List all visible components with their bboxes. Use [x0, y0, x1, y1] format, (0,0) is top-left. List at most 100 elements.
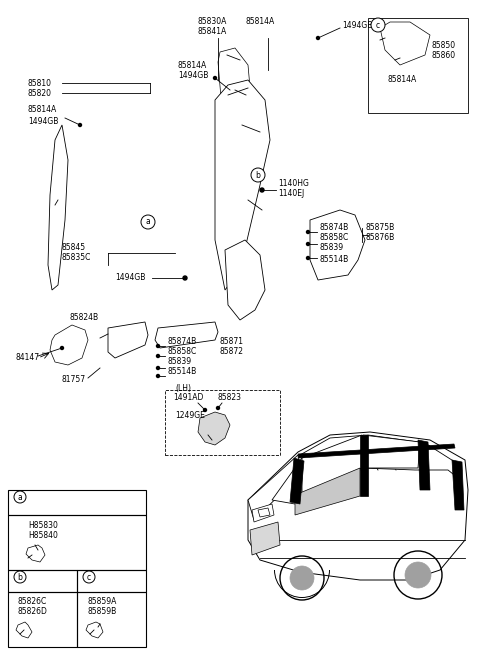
Circle shape	[156, 344, 159, 348]
Polygon shape	[248, 455, 300, 520]
Circle shape	[216, 407, 219, 409]
Text: 85824B: 85824B	[70, 314, 99, 323]
Text: H85840: H85840	[28, 531, 58, 539]
Text: 85839: 85839	[168, 358, 192, 367]
Polygon shape	[248, 432, 468, 580]
Text: c: c	[376, 20, 380, 30]
Circle shape	[251, 168, 265, 182]
Text: H85830: H85830	[28, 520, 58, 529]
Polygon shape	[86, 622, 103, 638]
Polygon shape	[380, 22, 430, 65]
Polygon shape	[310, 210, 365, 280]
Polygon shape	[360, 435, 368, 496]
Polygon shape	[298, 444, 455, 458]
Text: 85871: 85871	[220, 337, 244, 346]
Circle shape	[79, 123, 82, 127]
Text: 1494GB: 1494GB	[115, 274, 145, 283]
Polygon shape	[290, 458, 304, 504]
Text: 85859B: 85859B	[88, 607, 117, 617]
Circle shape	[60, 346, 63, 350]
Text: 84147: 84147	[15, 354, 39, 363]
Text: 1140EJ: 1140EJ	[278, 188, 304, 197]
Polygon shape	[272, 458, 328, 504]
Circle shape	[405, 562, 431, 588]
Text: 1249GE: 1249GE	[175, 411, 205, 419]
Circle shape	[307, 230, 310, 234]
Text: 85514B: 85514B	[320, 255, 349, 264]
Text: 85835C: 85835C	[62, 253, 91, 262]
Text: 85810: 85810	[28, 79, 52, 87]
Text: 85841A: 85841A	[198, 28, 227, 37]
Polygon shape	[155, 322, 218, 348]
Polygon shape	[48, 125, 68, 290]
Text: 1491AD: 1491AD	[173, 394, 204, 403]
Text: 85826C: 85826C	[18, 598, 47, 607]
Text: 1140HG: 1140HG	[278, 178, 309, 188]
Text: 85859A: 85859A	[88, 598, 118, 607]
Text: 85850: 85850	[432, 41, 456, 49]
Text: 85845: 85845	[62, 243, 86, 253]
Polygon shape	[418, 440, 430, 490]
Text: 85874B: 85874B	[168, 337, 197, 346]
Circle shape	[83, 571, 95, 583]
Text: 85830A: 85830A	[198, 18, 228, 26]
Text: 1494GB: 1494GB	[28, 117, 59, 127]
Polygon shape	[302, 435, 362, 495]
Text: 85514B: 85514B	[168, 367, 197, 377]
Circle shape	[214, 77, 216, 79]
Polygon shape	[215, 80, 270, 290]
Bar	[8, 570, 77, 592]
Polygon shape	[225, 240, 265, 320]
Circle shape	[183, 276, 187, 280]
Text: a: a	[18, 493, 23, 501]
Circle shape	[141, 215, 155, 229]
Bar	[8, 515, 146, 570]
Text: 85839: 85839	[320, 243, 344, 253]
Circle shape	[290, 566, 314, 590]
Text: 85814A: 85814A	[245, 18, 274, 26]
Polygon shape	[258, 508, 270, 517]
Polygon shape	[363, 435, 420, 468]
Text: 1494GB: 1494GB	[342, 20, 372, 30]
Bar	[8, 490, 146, 515]
Polygon shape	[26, 545, 45, 562]
Text: 85874B: 85874B	[320, 224, 349, 232]
Polygon shape	[250, 522, 280, 555]
Circle shape	[371, 18, 385, 32]
Text: 85876B: 85876B	[365, 234, 394, 243]
Text: 85875B: 85875B	[365, 224, 394, 232]
Text: b: b	[18, 573, 23, 581]
Text: 85860: 85860	[432, 51, 456, 60]
Circle shape	[260, 188, 264, 192]
Circle shape	[316, 37, 320, 39]
Text: 81757: 81757	[62, 375, 86, 384]
Bar	[368, 18, 468, 113]
Bar	[8, 592, 77, 647]
Polygon shape	[108, 322, 148, 358]
Circle shape	[14, 491, 26, 503]
Text: b: b	[255, 171, 261, 180]
Circle shape	[156, 367, 159, 369]
Text: 85872: 85872	[220, 348, 244, 356]
Polygon shape	[218, 48, 252, 130]
Polygon shape	[50, 325, 88, 365]
Text: 85858C: 85858C	[320, 234, 349, 243]
Text: c: c	[87, 573, 91, 581]
Text: 1494GB: 1494GB	[178, 72, 208, 81]
Bar	[165, 390, 280, 455]
Circle shape	[156, 354, 159, 358]
Circle shape	[307, 243, 310, 245]
Circle shape	[14, 571, 26, 583]
Text: 85814A: 85814A	[178, 60, 207, 70]
Polygon shape	[270, 435, 458, 502]
Text: 85820: 85820	[28, 89, 52, 98]
Polygon shape	[452, 460, 464, 510]
Polygon shape	[198, 412, 230, 445]
Polygon shape	[295, 468, 360, 515]
Polygon shape	[252, 504, 274, 522]
Text: 85814A: 85814A	[388, 75, 417, 85]
Circle shape	[204, 409, 206, 411]
Circle shape	[307, 256, 310, 260]
Text: 85814A: 85814A	[28, 106, 57, 115]
Text: 85826D: 85826D	[18, 607, 48, 617]
